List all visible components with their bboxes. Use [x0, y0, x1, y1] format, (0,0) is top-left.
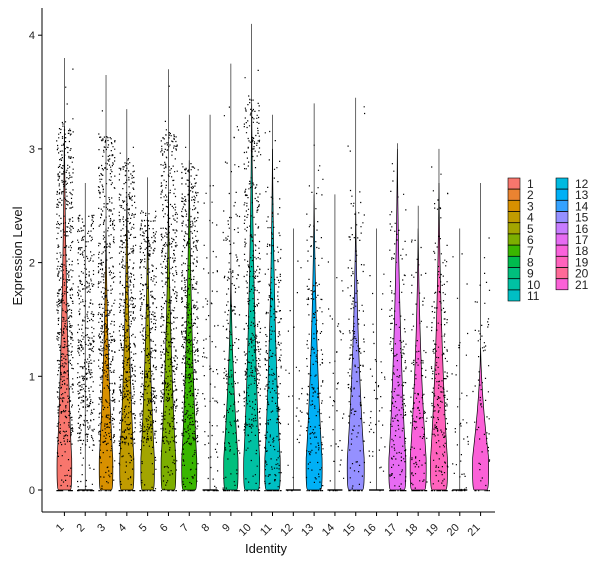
- y-tick-label: 1: [29, 371, 35, 383]
- legend-label-7: 7: [527, 244, 534, 258]
- points-12: [285, 260, 303, 492]
- legend-label-11: 11: [527, 289, 540, 303]
- points-20: [451, 253, 469, 492]
- violin-17: [388, 148, 407, 491]
- x-tick-label-19: 19: [424, 522, 441, 539]
- points-2: [76, 214, 95, 492]
- legend-label-9: 9: [527, 267, 534, 281]
- points-5: [139, 210, 158, 492]
- legend-label-12: 12: [575, 177, 589, 191]
- legend-key-18: [555, 244, 569, 257]
- points-1: [56, 68, 74, 492]
- legend-label-17: 17: [575, 233, 589, 247]
- legend-label-14: 14: [575, 199, 589, 213]
- legend-label-2: 2: [527, 188, 534, 202]
- violin-9: [223, 273, 239, 491]
- violin-5: [140, 217, 155, 491]
- x-tick-label-7: 7: [179, 522, 192, 535]
- y-tick-label: 3: [29, 144, 35, 156]
- x-tick-label-10: 10: [237, 522, 254, 539]
- x-tick-label-17: 17: [382, 522, 399, 539]
- legend-label-10: 10: [527, 278, 541, 292]
- legend-label-8: 8: [527, 255, 534, 269]
- points-14: [327, 261, 345, 492]
- violin-3: [98, 228, 114, 491]
- plot-area: [56, 23, 491, 492]
- legend-key-7: [507, 244, 521, 257]
- legend-label-13: 13: [575, 188, 589, 202]
- points-4: [118, 146, 137, 492]
- x-axis-title: Identity: [245, 541, 287, 556]
- legend-key-2: [507, 188, 521, 201]
- x-tick-label-3: 3: [95, 522, 108, 535]
- points-13: [305, 144, 324, 492]
- legend-key-19: [555, 256, 569, 268]
- points-3: [97, 110, 116, 492]
- legend-key-15: [555, 211, 569, 223]
- legend-key-12: [555, 177, 569, 190]
- x-tick-label-8: 8: [199, 522, 212, 535]
- legend-key-16: [555, 222, 569, 235]
- x-tick-label-15: 15: [341, 522, 358, 539]
- legend-label-4: 4: [527, 211, 534, 225]
- violin-1: [56, 126, 73, 491]
- legend-key-3: [507, 200, 521, 212]
- x-tick-label-21: 21: [466, 522, 483, 539]
- legend-key-17: [555, 233, 569, 246]
- legend-key-9: [507, 267, 521, 279]
- points-15: [347, 106, 366, 492]
- x-tick-label-14: 14: [320, 522, 337, 539]
- legend-label-6: 6: [527, 233, 534, 247]
- x-tick-label-2: 2: [75, 522, 88, 535]
- x-tick-label-9: 9: [220, 522, 233, 535]
- x-tick-label-11: 11: [258, 522, 275, 539]
- legend-key-20: [555, 267, 569, 279]
- violin-13: [305, 194, 323, 491]
- legend-label-19: 19: [575, 255, 589, 269]
- violin-21: [472, 347, 489, 491]
- legend-key-6: [507, 233, 521, 246]
- points-7: [181, 146, 199, 492]
- violin-19: [430, 183, 448, 491]
- legend-key-10: [507, 278, 521, 291]
- violin-4: [119, 194, 135, 491]
- y-tick-label: 2: [29, 258, 35, 270]
- x-tick-label-12: 12: [278, 522, 295, 539]
- violin-7: [181, 160, 198, 491]
- legend-label-16: 16: [575, 222, 589, 236]
- legend-key-4: [507, 211, 521, 223]
- points-18: [410, 239, 428, 492]
- points-16: [368, 273, 386, 492]
- points-6: [160, 85, 178, 492]
- legend-label-20: 20: [575, 267, 589, 281]
- legend-label-15: 15: [575, 211, 589, 225]
- y-axis-title: Expression Level: [10, 206, 25, 305]
- points-17: [389, 163, 407, 492]
- violin-15: [346, 211, 365, 491]
- legend-key-21: [555, 278, 569, 291]
- y-tick-label: 0: [29, 485, 35, 497]
- legend-key-8: [507, 256, 521, 268]
- x-tick-label-5: 5: [137, 522, 150, 535]
- legend-key-1: [507, 177, 521, 190]
- legend-label-1: 1: [527, 177, 534, 191]
- x-tick-label-13: 13: [299, 522, 316, 539]
- legend-key-14: [555, 200, 569, 212]
- legend-label-21: 21: [575, 278, 589, 292]
- legend-key-5: [507, 222, 521, 235]
- x-tick-label-4: 4: [116, 522, 129, 535]
- legend-label-5: 5: [527, 222, 534, 236]
- y-tick-label: 4: [29, 30, 35, 42]
- legend-label-18: 18: [575, 244, 589, 258]
- legend-label-3: 3: [527, 199, 534, 213]
- x-tick-label-16: 16: [362, 522, 379, 539]
- legend-key-13: [555, 188, 569, 201]
- legend-key-11: [507, 289, 521, 302]
- x-tick-label-20: 20: [445, 522, 462, 539]
- x-tick-label-6: 6: [158, 522, 171, 535]
- x-tick-label-18: 18: [403, 522, 420, 539]
- x-tick-label-1: 1: [54, 522, 67, 535]
